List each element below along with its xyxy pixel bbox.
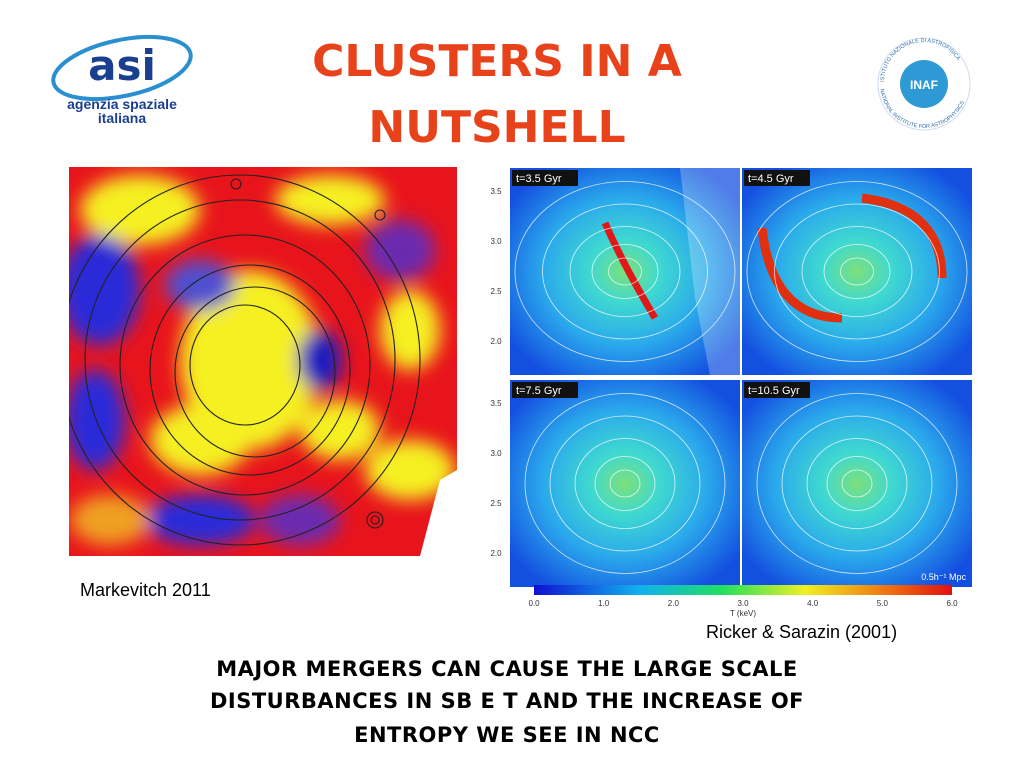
label-bg <box>744 170 810 186</box>
axis-tick-label: 2.0 <box>490 337 502 346</box>
shock <box>757 227 843 323</box>
contour <box>608 257 642 286</box>
contour <box>746 181 968 362</box>
contour <box>781 415 933 552</box>
sim-panel: t=7.5 Gyr <box>510 380 740 587</box>
contour <box>569 226 681 317</box>
contour <box>524 393 726 574</box>
contour <box>840 257 874 286</box>
slide-title: CLUSTERS IN A <box>312 36 682 87</box>
sim-panel: t=4.5 Gyr <box>742 168 972 375</box>
contour <box>594 456 656 511</box>
temperature-map <box>69 167 457 556</box>
panel-bg <box>742 380 972 587</box>
shock <box>861 193 947 279</box>
simulation-panels: t=3.5 Gyr t=4.5 Gyr t=7.5 Gyr t=10.5 Gyr 0.5… <box>490 168 972 587</box>
panel-label: t=4.5 Gyr <box>748 173 794 185</box>
contour <box>806 438 908 529</box>
panel-label: t=10.5 Gyr <box>748 385 800 397</box>
label-bg <box>744 382 810 398</box>
contour <box>801 226 913 317</box>
colorbar-tick-label: 2.0 <box>668 599 680 608</box>
colorbar <box>534 585 952 595</box>
contour <box>841 469 873 498</box>
footer-text: MAJOR MERGERS CAN CAUSE THE LARGE SCALE <box>216 657 798 681</box>
colorbar-ticks: 0.0 1.0 2.0 3.0 4.0 5.0 6.0 <box>528 599 958 608</box>
logo-mark: INAF <box>910 78 938 92</box>
sim-panel: t=3.5 Gyr <box>510 168 740 375</box>
footer-text: DISTURBANCES IN SB E T AND THE INCREASE … <box>210 689 804 713</box>
asi-logo: asi agenzia spaziale italiana <box>51 34 193 126</box>
contour <box>756 393 958 574</box>
colorbar-tick-label: 5.0 <box>877 599 889 608</box>
colorbar-tick-label: 4.0 <box>807 599 819 608</box>
contour <box>823 244 891 299</box>
logo-disc <box>900 60 948 108</box>
figure-caption: Ricker & Sarazin (2001) <box>706 622 897 642</box>
label-bg <box>512 382 578 398</box>
footer-text: ENTROPY WE SEE IN NCC <box>354 723 660 747</box>
contour <box>514 181 736 362</box>
axis-tick-label: 3.0 <box>490 237 502 246</box>
logo-mark: asi <box>88 41 156 90</box>
colorbar-tick-label: 3.0 <box>737 599 749 608</box>
contour <box>542 203 708 340</box>
axis-tick-label: 3.0 <box>490 449 502 458</box>
contour <box>826 456 888 511</box>
axis-tick-label: 2.5 <box>490 287 502 296</box>
axis-tick-label: 2.5 <box>490 499 502 508</box>
panel-label: t=7.5 Gyr <box>516 385 562 397</box>
panel-bg <box>510 380 740 587</box>
blank <box>680 168 740 375</box>
colorbar-tick-label: 1.0 <box>598 599 610 608</box>
axis-tick-label: 2.0 <box>490 549 502 558</box>
sim-panel: t=10.5 Gyr <box>742 380 972 587</box>
contour <box>609 469 641 498</box>
panel-bg <box>742 168 972 375</box>
contour <box>549 415 701 552</box>
label-bg <box>512 170 578 186</box>
scale-label: 0.5h⁻¹ Mpc <box>921 572 966 582</box>
slide-title: NUTSHELL <box>368 102 625 153</box>
logo-text: agenzia spaziale <box>67 96 177 112</box>
colorbar-tick-label: 0.0 <box>528 599 540 608</box>
axis-tick-label: 3.5 <box>490 399 502 408</box>
shock <box>601 221 659 320</box>
figure-caption: Markevitch 2011 <box>80 580 211 600</box>
contour <box>591 244 659 299</box>
logo-text: italiana <box>98 110 146 126</box>
colorbar-tick-label: 6.0 <box>946 599 958 608</box>
logo-ring <box>51 34 193 102</box>
colorbar-label: T (keV) <box>730 609 756 618</box>
contour <box>574 438 676 529</box>
axis-tick-label: 3.5 <box>490 187 502 196</box>
panel-label: t=3.5 Gyr <box>516 173 562 185</box>
contour <box>774 203 940 340</box>
inaf-logo: INAF ISTITUTO NAZIONALE DI ASTROFISICA N… <box>877 37 971 131</box>
